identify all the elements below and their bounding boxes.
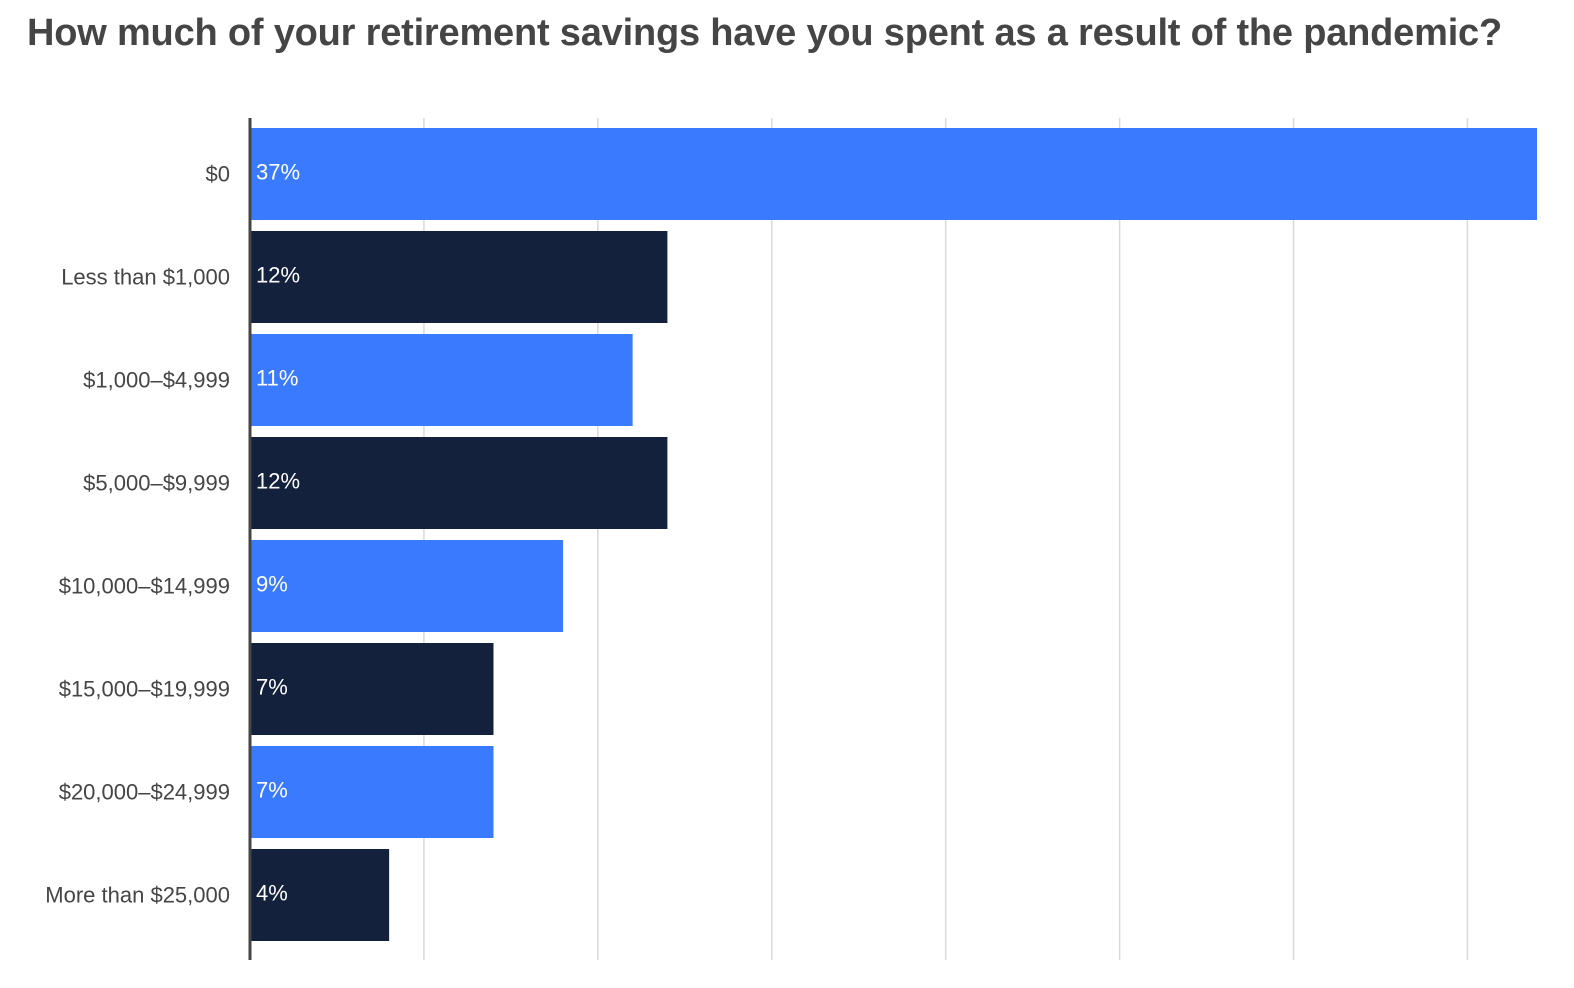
category-label: $5,000–$9,999 [83,471,230,496]
bar [250,849,390,941]
value-labels: 37% 12% 11% 12% 9% 7% 7% 4% [256,160,300,906]
bar [250,746,494,838]
value-label: 9% [256,572,288,597]
bar [250,540,564,632]
category-label: $20,000–$24,999 [59,780,230,805]
category-label: $1,000–$4,999 [83,368,230,393]
category-label: $15,000–$19,999 [59,677,230,702]
value-label: 37% [256,160,300,185]
category-label: Less than $1,000 [61,265,230,290]
chart-title: How much of your retirement savings have… [27,12,1502,54]
value-label: 7% [256,675,288,700]
value-label: 11% [256,366,298,391]
bars [250,128,1537,941]
value-label: 7% [256,778,288,803]
category-label: More than $25,000 [45,883,230,908]
bar [250,643,494,735]
bar [250,334,633,426]
bar [250,437,668,529]
category-labels: $0 Less than $1,000 $1,000–$4,999 $5,000–$9… [45,162,230,908]
value-label: 12% [256,263,300,288]
value-label: 12% [256,469,300,494]
category-label: $0 [206,162,230,187]
bar [250,128,1537,220]
category-label: $10,000–$14,999 [59,574,230,599]
bar [250,231,668,323]
value-label: 4% [256,881,288,906]
